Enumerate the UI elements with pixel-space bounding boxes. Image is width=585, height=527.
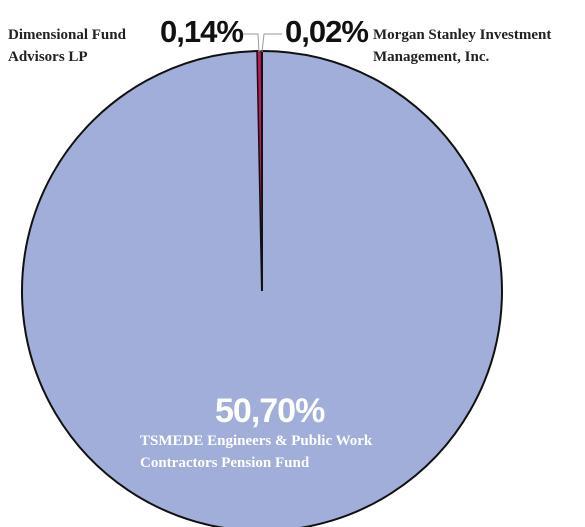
leader-line — [261, 33, 282, 53]
slice-label: Morgan Stanley Investment Management, In… — [373, 27, 552, 65]
leader-line — [240, 33, 260, 53]
value-label: 50,70% — [215, 392, 325, 430]
pie-slice — [260, 50, 263, 292]
slice-label: Dimensional Fund Advisors LP — [8, 27, 126, 65]
slice-label: TSMEDE Engineers & Public Work Contracto… — [140, 433, 373, 471]
value-label: 0,02% — [285, 14, 369, 49]
value-label: 0,14% — [160, 14, 244, 49]
pie-slice — [21, 49, 503, 527]
